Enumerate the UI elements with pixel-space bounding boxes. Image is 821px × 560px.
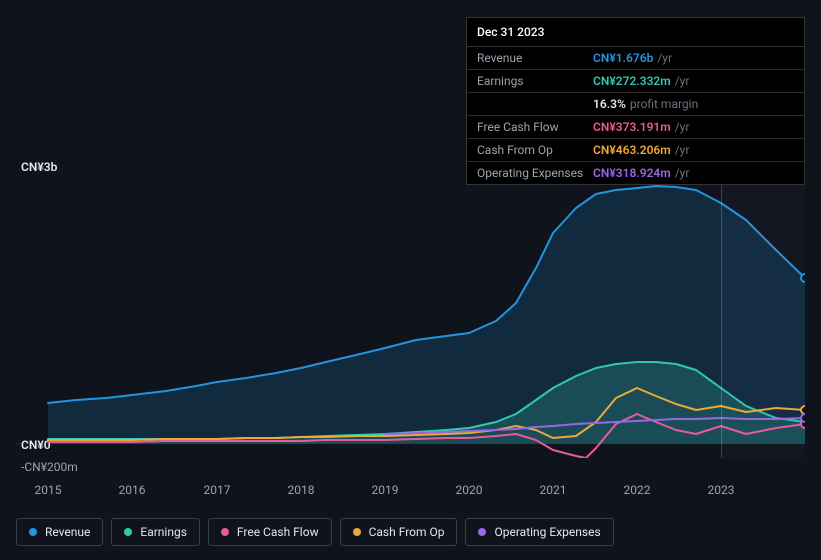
legend-swatch [29, 528, 37, 536]
tooltip-row: EarningsCN¥272.332m/yr [467, 70, 804, 93]
chart-tooltip: Dec 31 2023 RevenueCN¥1.676b/yrEarningsC… [466, 17, 805, 185]
tooltip-row: RevenueCN¥1.676b/yr [467, 47, 804, 70]
series-endpoint [801, 406, 805, 414]
tooltip-row-label: Cash From Op [477, 143, 593, 157]
legend-item[interactable]: Earnings [111, 518, 200, 546]
legend-swatch [124, 528, 132, 536]
legend-item[interactable]: Operating Expenses [465, 518, 613, 546]
tooltip-row-label: Revenue [477, 51, 593, 65]
x-axis-tick: 2018 [288, 483, 315, 497]
tooltip-row-value: CN¥373.191m/yr [593, 120, 689, 134]
legend-swatch [221, 528, 229, 536]
legend: Revenue Earnings Free Cash Flow Cash From O… [16, 518, 614, 546]
x-axis-tick: 2021 [540, 483, 567, 497]
y-axis-label-neg: -CN¥200m [21, 460, 78, 474]
legend-item[interactable]: Cash From Op [340, 518, 458, 546]
tooltip-row: Free Cash FlowCN¥373.191m/yr [467, 116, 804, 139]
chart-plot[interactable] [16, 178, 805, 458]
tooltip-row-value: CN¥272.332m/yr [593, 74, 689, 88]
x-axis-tick: 2019 [372, 483, 399, 497]
tooltip-row-value: CN¥1.676b/yr [593, 51, 672, 65]
legend-swatch [353, 528, 361, 536]
x-axis-tick: 2020 [456, 483, 483, 497]
x-axis-tick: 2017 [204, 483, 231, 497]
tooltip-row-label: Free Cash Flow [477, 120, 593, 134]
legend-item[interactable]: Free Cash Flow [208, 518, 332, 546]
legend-item[interactable]: Revenue [16, 518, 103, 546]
tooltip-row: Cash From OpCN¥463.206m/yr [467, 139, 804, 162]
legend-label: Free Cash Flow [237, 525, 319, 539]
tooltip-row-label [477, 97, 593, 111]
legend-label: Cash From Op [369, 525, 445, 539]
x-axis-tick: 2023 [708, 483, 735, 497]
legend-label: Revenue [45, 525, 90, 539]
tooltip-row-label: Operating Expenses [477, 166, 593, 180]
x-axis-tick: 2022 [624, 483, 651, 497]
tooltip-row-label: Earnings [477, 74, 593, 88]
hover-vertical-line [721, 178, 722, 458]
x-axis-tick: 2015 [35, 483, 62, 497]
legend-label: Operating Expenses [494, 525, 600, 539]
tooltip-date: Dec 31 2023 [467, 18, 804, 47]
tooltip-row: 16.3%profit margin [467, 93, 804, 116]
tooltip-row: Operating ExpensesCN¥318.924m/yr [467, 162, 804, 184]
x-axis-tick: 2016 [119, 483, 146, 497]
legend-swatch [478, 528, 486, 536]
legend-label: Earnings [140, 525, 187, 539]
series-endpoint [801, 414, 805, 422]
y-axis-label-top: CN¥3b [21, 160, 57, 174]
tooltip-row-value: 16.3%profit margin [593, 97, 698, 111]
tooltip-row-value: CN¥463.206m/yr [593, 143, 689, 157]
series-endpoint [801, 274, 805, 282]
tooltip-row-value: CN¥318.924m/yr [593, 166, 689, 180]
